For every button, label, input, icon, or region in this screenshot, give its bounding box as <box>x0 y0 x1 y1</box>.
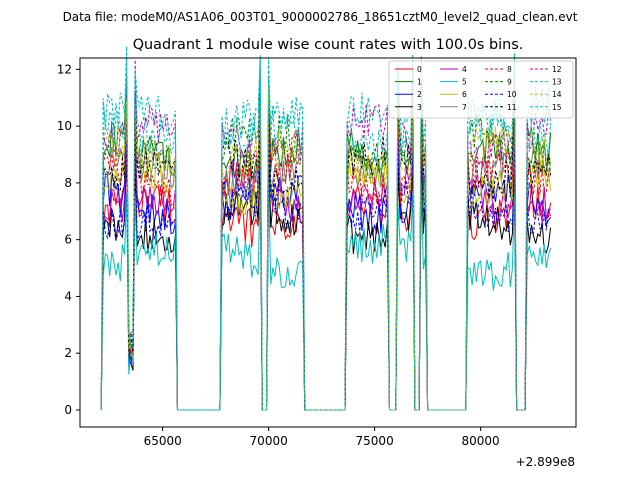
y-tick-label: 6 <box>64 233 72 247</box>
legend-label-5: 5 <box>462 78 467 87</box>
x-tick-label: 80000 <box>462 434 500 448</box>
y-tick-label: 10 <box>57 119 72 133</box>
x-tick-label: 65000 <box>144 434 182 448</box>
legend-label-2: 2 <box>417 90 422 99</box>
x-offset-label: +2.899e8 <box>516 455 575 469</box>
legend-label-6: 6 <box>462 90 467 99</box>
legend-label-15: 15 <box>552 103 562 112</box>
chart-title: Quadrant 1 module wise count rates with … <box>133 37 524 53</box>
chart-suptitle: Data file: modeM0/AS1A06_003T01_90000027… <box>63 10 578 24</box>
legend-label-10: 10 <box>507 90 517 99</box>
legend-label-0: 0 <box>417 65 422 74</box>
x-tick-label: 70000 <box>250 434 288 448</box>
y-tick-label: 4 <box>64 289 72 303</box>
x-tick-label: 75000 <box>356 434 394 448</box>
legend-label-9: 9 <box>507 78 512 87</box>
legend-label-8: 8 <box>507 65 512 74</box>
legend-label-14: 14 <box>552 90 562 99</box>
legend-label-3: 3 <box>417 103 422 112</box>
legend-label-4: 4 <box>462 65 467 74</box>
legend-label-7: 7 <box>462 103 467 112</box>
legend-label-12: 12 <box>552 65 562 74</box>
chart-figure: Data file: modeM0/AS1A06_003T01_90000027… <box>0 0 640 480</box>
y-tick-label: 0 <box>64 403 72 417</box>
legend-label-11: 11 <box>507 103 517 112</box>
legend-label-13: 13 <box>552 78 562 87</box>
y-tick-label: 8 <box>64 176 72 190</box>
y-tick-label: 12 <box>57 62 72 76</box>
legend-label-1: 1 <box>417 78 422 87</box>
y-tick-label: 2 <box>64 346 72 360</box>
